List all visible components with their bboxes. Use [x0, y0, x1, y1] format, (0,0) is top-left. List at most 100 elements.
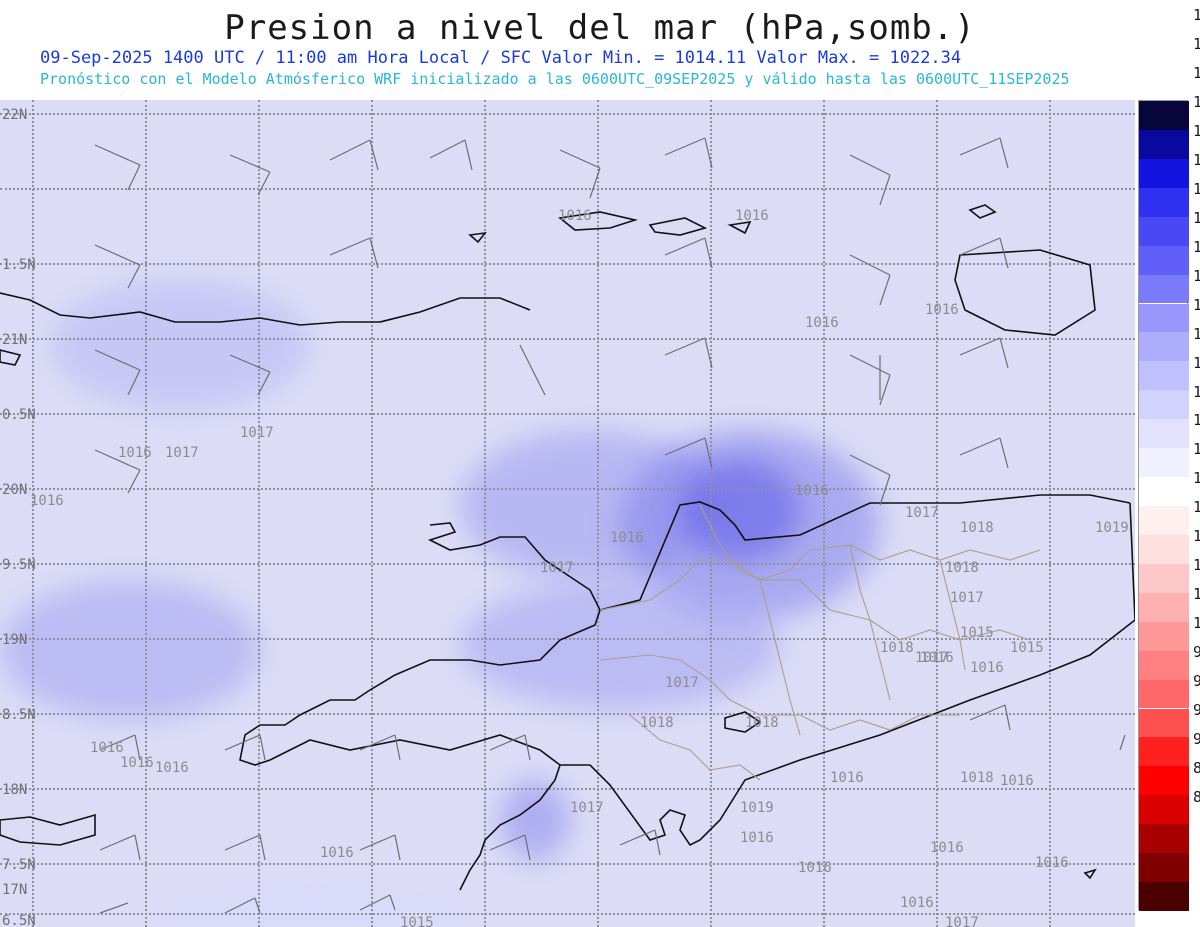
pressure-contour-label: 1017 — [945, 915, 979, 927]
colorbar-tick-label: 1004 — [1193, 556, 1200, 574]
subtitle-line1: 09-Sep-2025 1400 UTC / 11:00 am Hora Loc… — [40, 48, 961, 68]
pressure-contour-label: 1016 — [830, 770, 864, 786]
colorbar-tick-label: 1018 — [1193, 267, 1200, 285]
colorbar-segment — [1139, 130, 1189, 159]
lat-label: 19N — [2, 632, 27, 648]
pressure-contour-label: 1017 — [570, 800, 604, 816]
colorbar-tick-label: 1025 — [1193, 151, 1200, 169]
colorbar-tick-label: 850 — [1193, 759, 1200, 777]
pressure-contour-label: 1016 — [740, 830, 774, 846]
pressure-contour-label: 1016 — [558, 208, 592, 224]
colorbar-tick-label: 990 — [1193, 643, 1200, 661]
pressure-contour-label: 1018 — [960, 520, 994, 536]
lat-label: 6.5N — [2, 913, 36, 927]
pressure-contour-label: 1016 — [120, 755, 154, 771]
pressure-contour-label: 1016 — [970, 660, 1004, 676]
weather-map-canvas[interactable]: 22N 1.5N 21N 0.5N 20N 9.5N 19N 8.5N 18N … — [0, 100, 1135, 927]
pressure-contour-label: 1017 — [165, 445, 199, 461]
colorbar-segment — [1139, 419, 1189, 448]
pressure-contour-label: 1017 — [240, 425, 274, 441]
pressure-contour-label: 1015 — [960, 625, 994, 641]
colorbar-tick-label: 1015 — [1193, 354, 1200, 372]
colorbar-segment — [1139, 159, 1189, 188]
lat-label: 22N — [2, 107, 27, 123]
colorbar-tick-label: 900 — [1193, 730, 1200, 748]
colorbar-segment — [1139, 622, 1189, 651]
colorbar-tick-label: 1050 — [1193, 6, 1200, 24]
pressure-contour-label: 1016 — [320, 845, 354, 861]
colorbar-segment — [1139, 477, 1189, 506]
lat-label: 20N — [2, 482, 27, 498]
colorbar-segment — [1139, 332, 1189, 361]
colorbar-segment — [1139, 448, 1189, 477]
pressure-contour-label: 1016 — [610, 530, 644, 546]
pressure-contour-label: 1016 — [925, 302, 959, 318]
pressure-contour-label: 1018 — [880, 640, 914, 656]
colorbar-tick-label: 1002 — [1193, 585, 1200, 603]
lat-label: 8.5N — [2, 707, 36, 723]
colorbar-segment — [1139, 709, 1189, 738]
lat-label: 18N — [2, 782, 27, 798]
colorbar-segment — [1139, 246, 1189, 275]
pressure-contour-label: 1018 — [945, 560, 979, 576]
colorbar-segment — [1139, 593, 1189, 622]
pressure-contour-label: 1016 — [155, 760, 189, 776]
pressure-contour-label: 1019 — [1095, 520, 1129, 536]
lat-label: 0.5N — [2, 407, 36, 423]
pressure-contour-label: 1018 — [960, 770, 994, 786]
colorbar-segment — [1139, 766, 1189, 795]
colorbar-segment — [1139, 188, 1189, 217]
pressure-contour-label: 1016 — [90, 740, 124, 756]
colorbar-tick-label: 1006 — [1193, 527, 1200, 545]
pressure-contour-label: 1016 — [735, 208, 769, 224]
pressure-contour-label: 1018 — [640, 715, 674, 731]
pressure-contour-label: 1017 — [950, 590, 984, 606]
colorbar-tick-label: 1010 — [1193, 469, 1200, 487]
colorbar-tick-label: 1022 — [1193, 180, 1200, 198]
colorbar-segment — [1139, 275, 1189, 304]
pressure-contour-label: 1016 — [900, 895, 934, 911]
colorbar-tick-label: 1028 — [1193, 122, 1200, 140]
colorbar-tick-label: 800 — [1193, 788, 1200, 806]
colorbar-tick-label: 970 — [1193, 672, 1200, 690]
colorbar-legend[interactable] — [1138, 100, 1188, 910]
colorbar-tick-label: 1000 — [1193, 614, 1200, 632]
colorbar-segment — [1139, 217, 1189, 246]
pressure-contour-label: 1016 — [805, 315, 839, 331]
colorbar-segment — [1139, 101, 1189, 130]
lat-label: 17N — [2, 882, 27, 898]
colorbar-segment — [1139, 737, 1189, 766]
pressure-contour-label: 1019 — [740, 800, 774, 816]
wind-barbs — [0, 100, 1135, 927]
pressure-contour-label: 1017 — [665, 675, 699, 691]
pressure-contour-label: 1017 — [540, 560, 574, 576]
lat-label: 21N — [2, 332, 27, 348]
colorbar-segment — [1139, 535, 1189, 564]
colorbar-segment — [1139, 651, 1189, 680]
colorbar-segment — [1139, 795, 1189, 824]
pressure-contour-label: 1016 — [118, 445, 152, 461]
colorbar-segment — [1139, 304, 1189, 333]
colorbar-tick-label: 1040 — [1193, 35, 1200, 53]
pressure-contour-label: 1016 — [795, 483, 829, 499]
colorbar-tick-label: 1020 — [1193, 209, 1200, 227]
colorbar-segment — [1139, 853, 1189, 882]
colorbar-tick-label: 1030 — [1193, 93, 1200, 111]
pressure-contour-label: 1016 — [920, 650, 954, 666]
colorbar-tick-label: 1017 — [1193, 296, 1200, 314]
pressure-contour-label: 1016 — [798, 860, 832, 876]
subtitle-line2: Pronóstico con el Modelo Atmósferico WRF… — [40, 70, 1070, 88]
colorbar-segment — [1139, 390, 1189, 419]
page-title: Presion a nivel del mar (hPa,somb.) — [0, 8, 1200, 48]
pressure-contour-label: 1016 — [1000, 773, 1034, 789]
pressure-contour-label: 1016 — [930, 840, 964, 856]
pressure-contour-label: 1015 — [1010, 640, 1044, 656]
colorbar-segment — [1139, 680, 1189, 709]
pressure-contour-label: 1015 — [400, 915, 434, 927]
colorbar-segment — [1139, 564, 1189, 593]
colorbar-tick-label: 1019 — [1193, 238, 1200, 256]
colorbar-tick-label: 1013 — [1193, 411, 1200, 429]
pressure-contour-label: 1017 — [905, 505, 939, 521]
colorbar-segment — [1139, 361, 1189, 390]
colorbar-tick-label: 1016 — [1193, 325, 1200, 343]
